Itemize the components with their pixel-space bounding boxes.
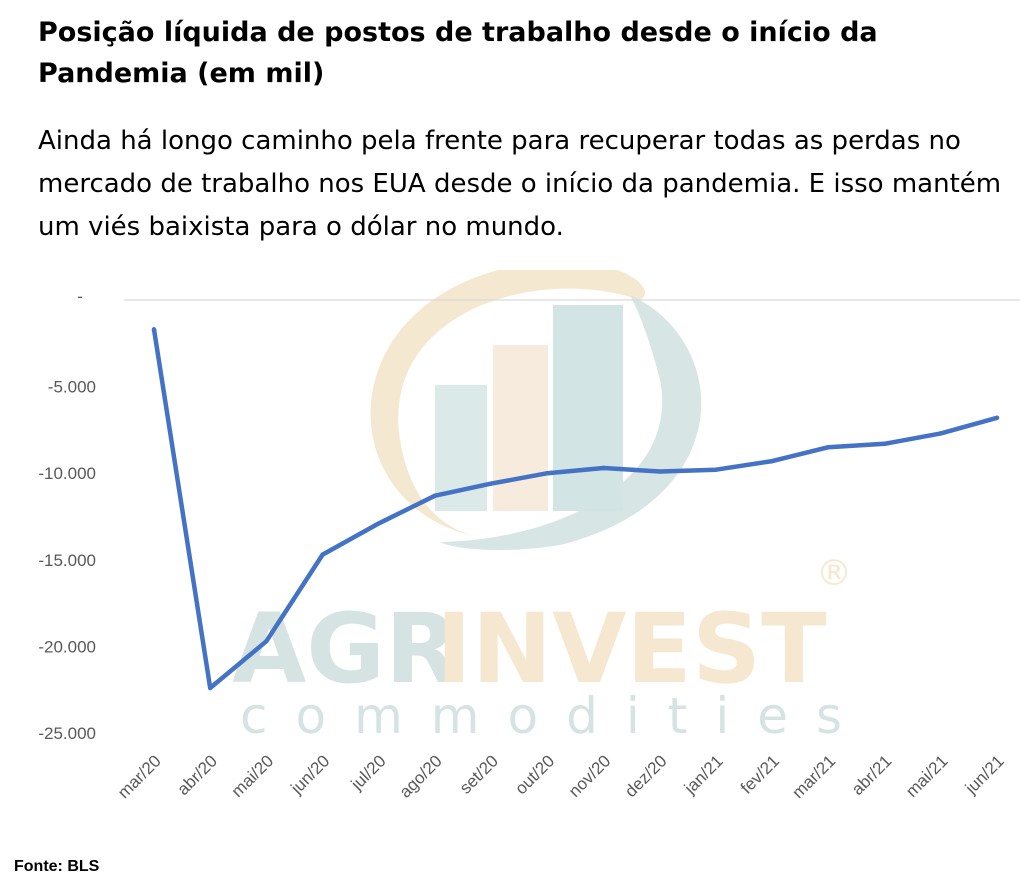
y-tick-label: - [77,287,83,306]
data-point [208,685,213,691]
x-tick-label: abr/21 [848,751,896,799]
data-point [938,431,943,436]
y-tick-label: -25.000 [38,724,96,743]
x-tick-label: ago/20 [396,751,446,801]
x-tick-label: jun/20 [287,751,334,798]
watermark: AGR INVEST commodities ® [232,270,870,745]
y-tick-label: -10.000 [38,464,96,483]
y-tick-label: -20.000 [38,637,96,656]
data-point [994,415,1000,420]
data-point [264,639,269,644]
series-line [151,327,1000,691]
x-tick-label: out/20 [511,751,558,798]
x-tick-label: fev/21 [737,751,783,797]
x-tick-label: nov/20 [565,751,615,801]
data-point [770,458,775,464]
chart-subtitle: Ainda há longo caminho pela frente para … [38,126,1002,242]
y-axis: - -5.000 -10.000 -15.000 -20.000 -25.000 [38,287,96,743]
x-tick-label: mai/20 [228,751,278,801]
data-point [657,469,662,474]
x-tick-label: abr/20 [174,751,222,799]
x-axis: mar/20 abr/20 mai/20 jun/20 jul/20 ago/20 set/… [114,751,1008,802]
x-tick-label: jun/21 [961,751,1008,798]
data-point [713,467,719,472]
watermark-bar-3 [553,305,623,511]
data-point [320,552,325,557]
watermark-registered-icon: ® [816,553,852,594]
x-tick-label: mai/21 [902,751,952,801]
data-point [882,441,887,446]
x-tick-label: dez/20 [621,751,671,801]
watermark-brand-agr: AGR [232,593,459,705]
x-tick-label: mar/21 [788,751,839,802]
data-point [151,327,157,332]
data-point [545,471,550,476]
data-point [376,521,381,526]
watermark-brand-invest: INVEST [436,593,827,705]
series-points [151,327,1000,691]
line-chart: AGR INVEST commodities ® --5.000-10.000-… [38,270,1020,802]
watermark-bar-2 [493,345,548,511]
chart-title: Posição líquida de postos de trabalho de… [38,17,878,89]
y-tick-label: -5.000 [48,378,96,397]
data-point [601,465,606,471]
watermark-swoosh-teal [440,295,702,551]
y-tick-label: -15.000 [38,551,96,570]
x-tick-label: jul/20 [347,751,390,794]
data-point [826,445,831,450]
watermark-tagline: commodities [240,687,870,745]
x-tick-label: set/20 [456,751,502,797]
source-note: Fonte: BLS [14,858,100,875]
data-point [489,481,494,486]
x-tick-label: mar/20 [114,751,165,802]
data-point [432,493,438,498]
x-tick-label: jan/21 [680,751,727,798]
